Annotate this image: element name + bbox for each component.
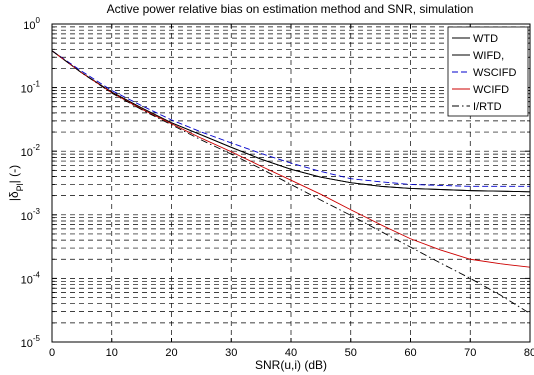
legend-label: WIFD,: [473, 50, 504, 62]
y-tick-label: 10-5: [21, 334, 41, 350]
x-axis-ticks: 0 10 20 30 40 50 60 70 80: [49, 24, 534, 359]
series-line-wcifd: [51, 50, 531, 268]
x-tick-label: 70: [464, 347, 476, 359]
y-tick-label: 10-3: [21, 207, 41, 223]
legend-label: WSCIFD: [473, 67, 516, 79]
x-tick-label: 10: [106, 347, 118, 359]
y-axis-label-main: |δ: [7, 191, 21, 201]
legend-box: [447, 26, 529, 117]
x-tick-label: 60: [404, 347, 416, 359]
legend-label: WCIFD: [473, 84, 509, 96]
x-tick-label: 30: [225, 347, 237, 359]
x-tick-label: 0: [49, 347, 55, 359]
y-axis-label-tail: | (-): [7, 165, 21, 183]
x-tick-label: 20: [165, 347, 177, 359]
y-tick-label: 100: [23, 16, 40, 32]
y-axis-ticks: 100 10-1 10-2 10-3 10-4 10-5: [21, 16, 530, 350]
series-line-wscifd: [51, 50, 530, 187]
y-axis-label-sub: Pl: [15, 183, 25, 191]
legend-label: I/RTD: [473, 101, 502, 113]
series-line-i-rtd: [51, 50, 531, 314]
series-lines: [51, 50, 531, 314]
x-tick-label: 80: [524, 347, 534, 359]
legend: WTD WIFD, WSCIFD WCIFD I/RTD: [447, 26, 529, 117]
y-axis-label: |δPl| (-): [7, 165, 25, 201]
y-tick-label: 10-2: [21, 143, 41, 159]
y-tick-label: 10-4: [21, 270, 41, 286]
series-line-wifd: [51, 50, 531, 193]
x-tick-label: 40: [285, 347, 297, 359]
y-tick-label: 10-1: [21, 80, 41, 96]
x-tick-label: 50: [345, 347, 357, 359]
legend-label: WTD: [473, 33, 498, 45]
x-axis-label: SNR(u,i) (dB): [255, 358, 327, 372]
chart-title: Active power relative bias on estimation…: [107, 2, 474, 16]
